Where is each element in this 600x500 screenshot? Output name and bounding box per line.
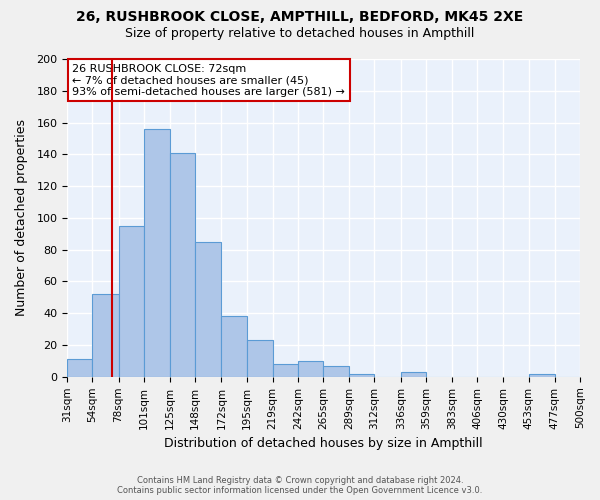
- Bar: [144, 129, 170, 377]
- Bar: [221, 316, 247, 377]
- Bar: [195, 242, 221, 377]
- Bar: [323, 366, 349, 377]
- Text: Size of property relative to detached houses in Ampthill: Size of property relative to detached ho…: [125, 28, 475, 40]
- Bar: [119, 226, 144, 377]
- X-axis label: Distribution of detached houses by size in Ampthill: Distribution of detached houses by size …: [164, 437, 483, 450]
- Text: Contains HM Land Registry data © Crown copyright and database right 2024.
Contai: Contains HM Land Registry data © Crown c…: [118, 476, 482, 495]
- Text: 26, RUSHBROOK CLOSE, AMPTHILL, BEDFORD, MK45 2XE: 26, RUSHBROOK CLOSE, AMPTHILL, BEDFORD, …: [76, 10, 524, 24]
- Bar: [273, 364, 298, 377]
- Bar: [247, 340, 273, 377]
- Bar: [349, 374, 374, 377]
- Bar: [92, 294, 119, 377]
- Text: 26 RUSHBROOK CLOSE: 72sqm
← 7% of detached houses are smaller (45)
93% of semi-d: 26 RUSHBROOK CLOSE: 72sqm ← 7% of detach…: [73, 64, 345, 97]
- Bar: [529, 374, 555, 377]
- Bar: [298, 361, 323, 377]
- Bar: [401, 372, 426, 377]
- Bar: [67, 360, 92, 377]
- Bar: [170, 153, 195, 377]
- Y-axis label: Number of detached properties: Number of detached properties: [15, 120, 28, 316]
